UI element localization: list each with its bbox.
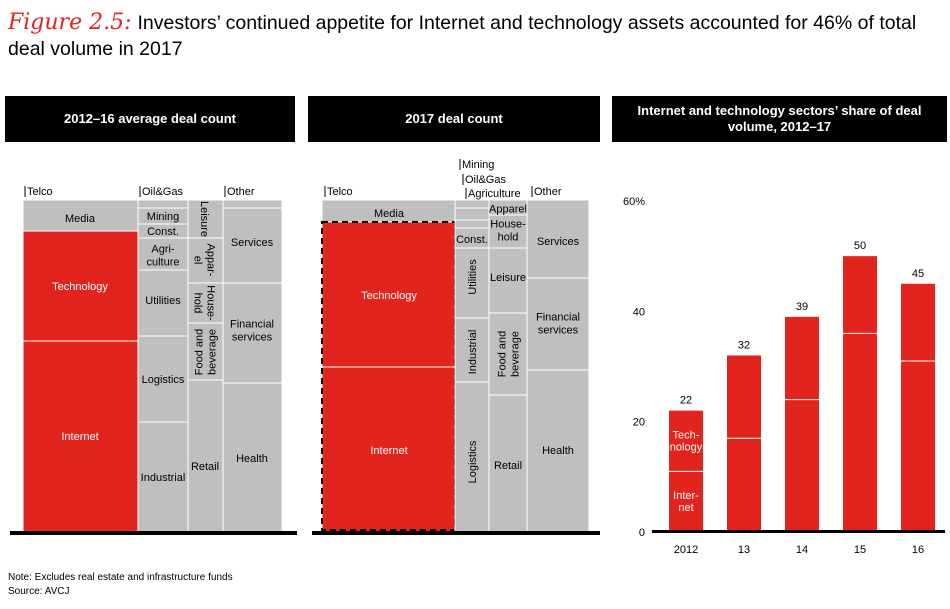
figure-label: Figure 2.5: [8,10,132,35]
source-note: Source: AVCJ [8,586,70,597]
left-retail-cell [187,379,224,533]
middle-oilgas-label: Oil&Gas [465,174,506,186]
bar-value-label: 45 [912,268,924,280]
figure-title: Investors’ continued appetite for Intern… [8,12,917,60]
middle-foodbev-cell [488,312,528,396]
chart-title: Figure 2.5: Investors’ continued appetite… [8,10,943,62]
panel-header-left: 2012–16 average deal count [5,96,295,142]
middle-logistics-label: Logistics [467,440,479,483]
left-agri-label: Agri-culture [146,243,179,268]
middle-agriculture-label: Agriculture [468,188,521,200]
left-industrial-cell [137,421,189,533]
left-leisure-cell [187,199,224,239]
middle-apparel-label: Apparel [489,204,527,216]
bar-value-label: 39 [796,301,808,313]
middle-agriculture-cell [454,219,490,229]
middle-services-cell [526,199,590,279]
middle-household-label: House-hold [490,218,526,243]
middle-other-label: Other [534,186,562,198]
left-technology-label: Technology [52,281,108,293]
left-other-cell [222,199,283,209]
middle-retail-cell [488,394,528,533]
middle-mining-label: Mining [462,159,494,171]
left-const-label: Const. [147,226,179,238]
y-tick-label: 20 [633,417,645,429]
middle-const-label: Const. [456,234,488,246]
middle-industrial-cell [454,317,490,383]
middle-telco-label: Telco [327,186,353,198]
middle-baseline [312,531,600,535]
x-tick-label: 14 [796,544,808,556]
left-utilities-label: Utilities [145,295,181,307]
middle-mining-cell [454,199,490,209]
left-mining-label: Mining [147,211,179,223]
bar-16 [901,283,935,532]
x-tick-label: 15 [854,544,866,556]
left-logistics-label: Logistics [142,374,185,386]
middle-utilities-label: Utilities [467,259,479,295]
left-oilgas-cell [137,199,189,209]
bar-13 [727,355,761,532]
middle-retail-label: Retail [494,460,522,472]
y-tick-label: 0 [639,527,645,539]
left-health-cell [222,382,283,533]
panel-header-middle: 2017 deal count [308,96,600,142]
middle-oilgas-cell [454,207,490,221]
middle-health-label: Health [542,445,574,457]
right-baseline [652,530,945,533]
middle-utilities-cell [454,247,490,319]
middle-services-label: Services [537,236,580,248]
left-apparel-label: Appar-el [192,243,217,276]
y-tick-label: 60% [623,196,645,208]
left-household-label: House-hold [192,285,217,321]
left-internet-cell [22,340,139,533]
left-other-label: Other [227,186,255,198]
middle-logistics-cell [454,381,490,533]
left-media-label: Media [65,213,96,225]
middle-media-label: Media [374,208,405,220]
middle-technology-label: Technology [361,290,417,302]
left-telco-label: Telco [27,186,53,198]
middle-household-cell [488,214,528,249]
bar-14 [785,316,819,532]
left-financial-label: Financial services [230,318,274,343]
middle-leisure-cell [488,247,528,314]
left-industrial-label: Industrial [141,472,186,484]
left-internet-label: Internet [61,431,98,443]
x-tick-label: 13 [738,544,750,556]
left-services-label: Services [231,237,274,249]
middle-leisure-label: Leisure [490,272,526,284]
footnote: Note: Excludes real estate and infrastru… [8,572,233,583]
middle-industrial-label: Industrial [467,330,479,375]
middle-internet-label: Internet [370,445,407,457]
internet-segment-label: Inter-net [673,490,699,514]
panel-header-right: Internet and technology sectors’ share o… [612,96,947,142]
left-oilgas-label: Oil&Gas [142,186,183,198]
left-baseline [10,531,297,535]
bar-value-label: 22 [680,395,692,407]
x-tick-label: 16 [912,544,924,556]
bar-value-label: 32 [738,339,750,351]
left-leisure-label: Leisure [198,201,210,237]
y-tick-label: 40 [633,306,645,318]
bar-15 [843,256,877,532]
technology-segment-label: Tech-nology [670,429,703,453]
left-health-label: Health [236,453,268,465]
left-foodbev-label: Food andbeverage [193,329,218,375]
bar-value-label: 50 [854,240,866,252]
left-agri-cell [137,237,189,271]
x-tick-label: 2012 [674,544,698,556]
left-retail-label: Retail [191,461,219,473]
middle-internet-cell [321,366,456,533]
left-logistics-cell [137,335,189,423]
middle-technology-cell [321,221,456,368]
left-services-cell [222,207,283,284]
middle-health-cell [526,369,590,533]
middle-financial-label: Financial services [536,311,580,336]
left-financial-cell [222,282,283,384]
middle-foodbev-label: Food andbeverage [496,331,521,377]
